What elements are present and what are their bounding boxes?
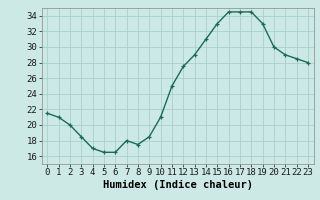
X-axis label: Humidex (Indice chaleur): Humidex (Indice chaleur) — [103, 180, 252, 190]
